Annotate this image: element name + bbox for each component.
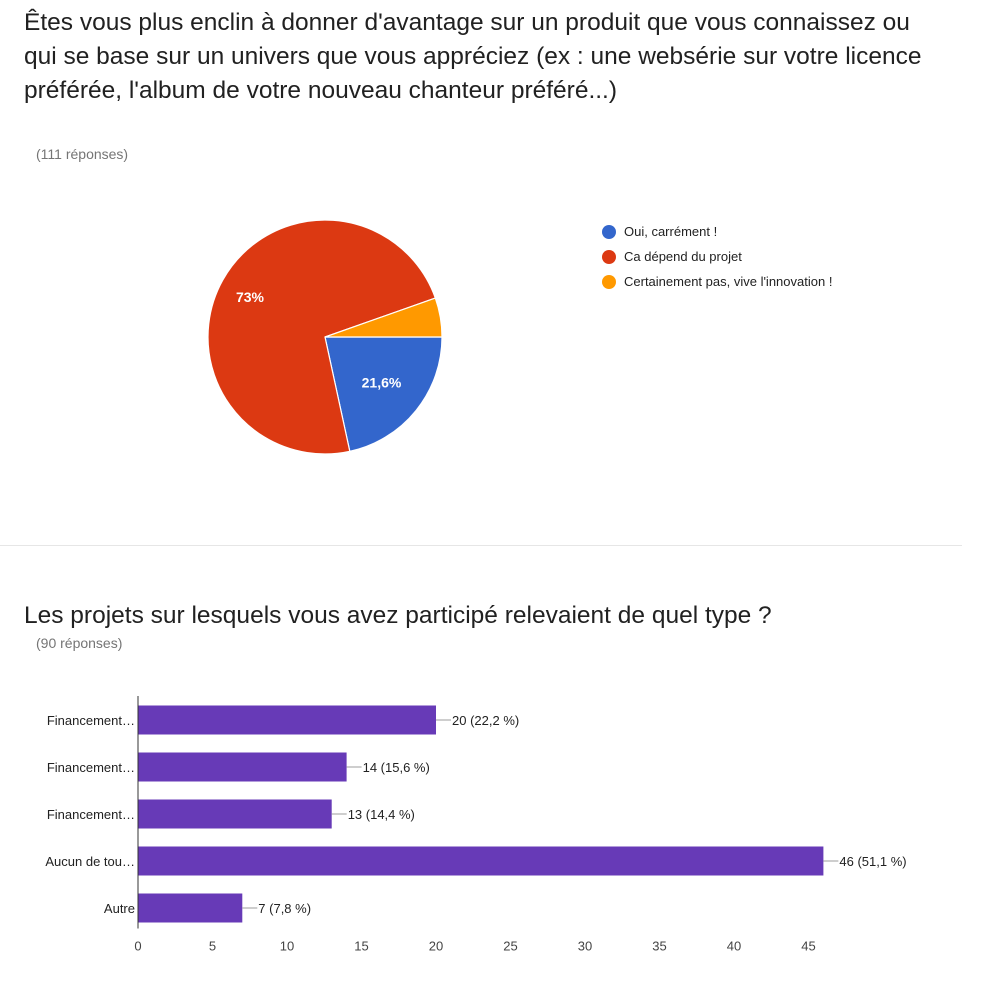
bar-chart: Financement… 20 (22,2 %) Financement… 14 (1… (45, 696, 907, 954)
bar (138, 846, 824, 876)
x-tick-label: 15 (354, 939, 368, 954)
x-tick-label: 40 (727, 939, 741, 954)
legend-label: Oui, carrément ! (624, 224, 718, 239)
x-tick-label: 25 (503, 939, 517, 954)
x-tick-label: 20 (429, 939, 443, 954)
question-title: Les projets sur lesquels vous avez parti… (24, 602, 772, 629)
response-count: (90 réponses) (36, 635, 123, 651)
bar (138, 705, 436, 735)
category-label: Financement… (47, 807, 135, 822)
bar (138, 752, 347, 782)
x-tick-label: 5 (209, 939, 216, 954)
x-tick-label: 35 (652, 939, 666, 954)
legend-item[interactable]: Certainement pas, vive l'innovation ! (602, 269, 832, 294)
bar (138, 893, 243, 923)
legend-item[interactable]: Oui, carrément ! (602, 219, 832, 244)
legend-dot (602, 274, 616, 289)
x-tick-label: 0 (134, 939, 141, 954)
legend-label: Ca dépend du projet (624, 249, 742, 264)
value-label: 14 (15,6 %) (363, 760, 430, 775)
legend-dot (602, 249, 616, 264)
question-title: Êtes vous plus enclin à donner d'avantag… (24, 9, 922, 104)
pie-slice (324, 336, 443, 453)
category-label: Financement… (47, 713, 135, 728)
category-label: Aucun de tou… (45, 854, 135, 869)
category-label: Autre (104, 901, 135, 916)
x-tick-label: 30 (578, 939, 592, 954)
value-label: 7 (7,8 %) (258, 901, 311, 916)
value-label: 20 (22,2 %) (452, 713, 519, 728)
pie-legend: Oui, carrément ! Ca dépend du projet Cer… (602, 219, 832, 294)
legend-item[interactable]: Ca dépend du projet (602, 244, 832, 269)
pie-slice (207, 219, 437, 455)
x-tick-label: 10 (280, 939, 294, 954)
category-label: Financement… (47, 760, 135, 775)
pie-slice-label: 73% (236, 289, 265, 305)
pie-slice-label: 21,6% (362, 375, 402, 391)
legend-dot (602, 224, 616, 239)
pie-slice (324, 297, 443, 338)
value-label: 13 (14,4 %) (348, 807, 415, 822)
x-tick-label: 45 (801, 939, 815, 954)
legend-label: Certainement pas, vive l'innovation ! (624, 274, 833, 289)
pie-chart: 21,6% 73% (207, 219, 443, 455)
value-label: 46 (51,1 %) (839, 854, 906, 869)
section-divider (0, 545, 962, 546)
response-count: (111 réponses) (36, 146, 129, 162)
bar (138, 799, 332, 829)
